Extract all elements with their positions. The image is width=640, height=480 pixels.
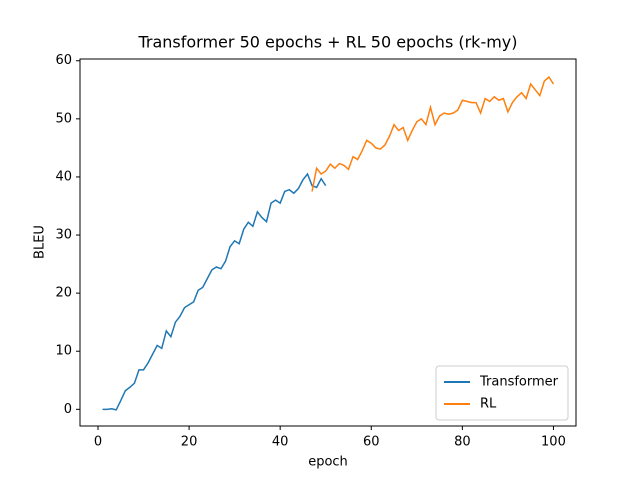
x-tick-label: 80 (454, 435, 471, 450)
y-tick-label: 40 (55, 169, 72, 184)
legend-label: RL (480, 397, 497, 412)
y-tick-label: 0 (64, 402, 72, 417)
plot-frame (79, 58, 577, 427)
y-tick-label: 60 (55, 53, 72, 68)
x-axis-label: epoch (308, 455, 348, 470)
y-tick-label: 20 (55, 286, 72, 301)
x-tick-label: 100 (541, 435, 566, 450)
x-tick-label: 40 (272, 435, 289, 450)
y-axis-label: BLEU (33, 225, 48, 259)
chart-title: Transformer 50 epochs + RL 50 epochs (rk… (137, 33, 517, 52)
data-line (311, 75, 555, 192)
legend-box (435, 365, 569, 421)
x-tick-label: 20 (181, 435, 198, 450)
legend-label: Transformer (479, 375, 559, 390)
y-tick-label: 10 (55, 344, 72, 359)
y-tick-label: 50 (55, 111, 72, 126)
x-tick-label: 0 (94, 435, 102, 450)
y-tick-label: 30 (55, 228, 72, 243)
data-line (102, 172, 327, 411)
x-tick-label: 60 (363, 435, 380, 450)
